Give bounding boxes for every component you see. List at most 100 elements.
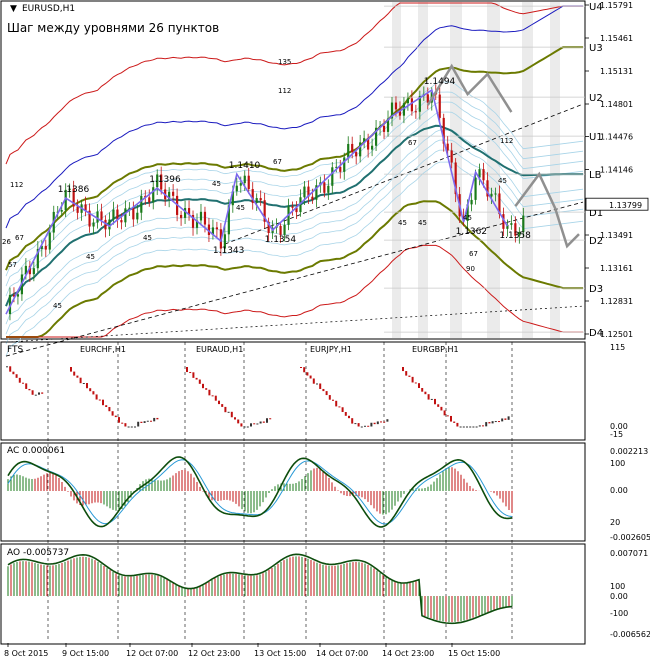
fts-candle (446, 415, 449, 417)
fts-candle (485, 422, 488, 427)
candle-body (307, 186, 310, 197)
candle-body (331, 167, 334, 186)
fts-candle (22, 382, 24, 384)
candle-body (335, 166, 338, 168)
fts-candle (440, 406, 443, 411)
candle-body (398, 109, 402, 116)
candle-body (283, 224, 286, 235)
fts-pair-label: EURJPY,H1 (310, 345, 352, 354)
level-label-lb: LB (589, 170, 602, 181)
fts-candle (466, 426, 468, 428)
level-distance-label: 67 (469, 250, 478, 258)
fts-candle (462, 426, 465, 428)
fts-candle (92, 391, 95, 395)
candle-body (108, 219, 111, 230)
ao-line (7, 553, 513, 625)
candle-body (239, 183, 242, 186)
fts-candle (303, 367, 306, 373)
candle-body (128, 207, 131, 209)
candle-body (179, 214, 183, 218)
candle-body (311, 196, 314, 200)
fts-axis-label: 115 (610, 343, 625, 352)
candle-body (502, 214, 505, 229)
candle-body (442, 117, 445, 144)
fts-candle (434, 398, 436, 405)
candle-body (16, 294, 20, 297)
candle-body (203, 211, 207, 225)
candle-body (303, 186, 306, 198)
candle-body (251, 189, 254, 203)
price-tick-label: 1.12501 (600, 330, 633, 339)
ao-axis-label: 100 (610, 582, 625, 591)
fts-candle (421, 388, 424, 392)
price-tick-label: 1.14476 (600, 133, 633, 142)
fts-candle (437, 404, 440, 407)
fts-candle (108, 407, 111, 412)
fts-candle (218, 400, 220, 405)
candle-body (438, 94, 441, 118)
candle-body (124, 208, 127, 223)
fts-candle (453, 421, 456, 423)
band-curve (6, 200, 583, 338)
candle-body (243, 175, 246, 184)
fts-candle (137, 421, 140, 427)
fts-candle (370, 422, 373, 427)
fts-candle (98, 399, 101, 401)
fts-candle (373, 422, 376, 425)
fts-candle (354, 423, 357, 425)
candle-body (263, 200, 266, 222)
fts-candle (230, 411, 233, 418)
level-label-u2: U2 (589, 93, 603, 104)
level-distance-label: 45 (418, 219, 427, 227)
candle-body (148, 197, 151, 203)
fts-candle (140, 421, 143, 423)
fts-candle (127, 426, 130, 428)
candle-body (207, 224, 211, 236)
fts-candle (195, 377, 198, 380)
candle-body (510, 223, 513, 225)
dropdown-triangle-icon[interactable]: ▼ (10, 4, 17, 14)
fts-candle (332, 399, 334, 401)
forecast-path (514, 171, 580, 249)
price-annotation: 1.1358 (499, 231, 531, 241)
price-tick-label: 1.15791 (600, 1, 633, 10)
band-curve (6, 244, 583, 338)
time-tick-label: 9 Oct 15:00 (62, 649, 109, 658)
fts-candle (266, 418, 268, 423)
fts-candle (86, 383, 88, 389)
level-distance-label: 26 (2, 238, 11, 246)
fts-candle (186, 367, 188, 373)
level-distance-label: 45 (212, 180, 221, 188)
candle-body (454, 162, 457, 195)
price-tick-label: 1.15131 (600, 67, 633, 76)
candle-body (100, 211, 103, 220)
fts-candle (198, 379, 201, 384)
candle-body (104, 219, 107, 230)
fts-candle (234, 417, 236, 420)
fts-candle (459, 426, 462, 428)
candle-body (367, 138, 370, 150)
session-band (392, 2, 401, 338)
candle-body (478, 169, 481, 178)
candle-body (406, 98, 410, 104)
fts-candle (202, 383, 204, 389)
fts-candle (224, 406, 227, 413)
candle-body (490, 193, 493, 197)
candle-body (64, 189, 67, 211)
fts-pair-label: EURCHF,H1 (80, 345, 126, 354)
ac-axis-label: -0.002605 (610, 533, 650, 542)
level-distance-label: 45 (143, 234, 152, 242)
ao-label: AO -0.005737 (7, 548, 69, 558)
candle-body (347, 143, 350, 158)
fts-candle (309, 375, 312, 379)
fts-candle (124, 423, 127, 427)
candle-body (514, 223, 517, 236)
fts-candle (383, 421, 386, 423)
candle-body (40, 245, 43, 249)
fts-candle (114, 415, 117, 418)
envelope-line (5, 149, 584, 345)
fts-candle (111, 411, 114, 416)
fts-candle (250, 423, 252, 427)
candle-body (418, 95, 421, 112)
